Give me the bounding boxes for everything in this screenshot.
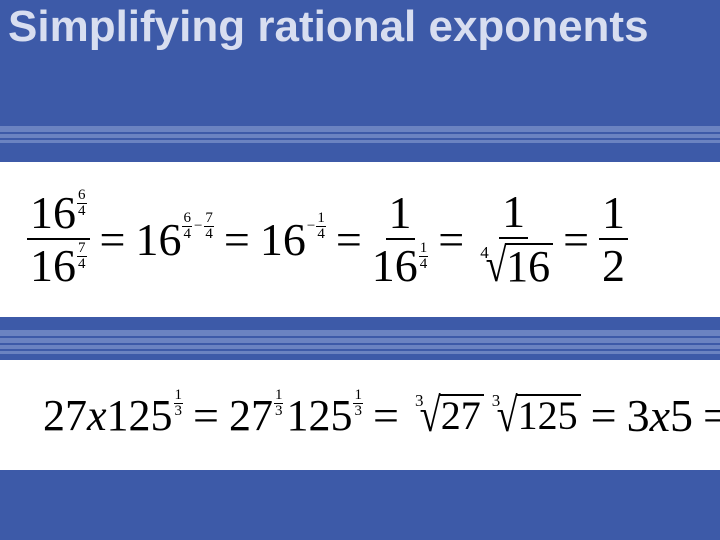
slide: Simplifying rational exponents 16 6 4 16… (0, 0, 720, 540)
r2-step4: 3x5 (627, 389, 693, 442)
slide-title: Simplifying rational exponents (8, 4, 649, 50)
band (0, 345, 720, 349)
band (0, 330, 720, 336)
radical-icon: √ (485, 242, 506, 290)
equation-row-1: 16 6 4 16 7 4 = 16 64 − 74 (0, 162, 720, 317)
radical-icon: √ (497, 388, 518, 443)
r2-step3: 3 √ 27 3 √ 125 (409, 388, 581, 443)
step-2: 16 64 − 74 (135, 213, 213, 266)
lhs-num-base: 16 (30, 190, 76, 236)
equation-row-2: 27x125 13 = 27 13 125 13 = 3 √ 27 (0, 360, 720, 470)
band (0, 351, 720, 354)
step-4: 1 16 14 (372, 190, 429, 289)
band (0, 134, 720, 138)
r2-step2: 27 13 125 13 (229, 390, 363, 441)
band (0, 140, 720, 143)
step-6-answer: 1 2 (599, 190, 628, 289)
lhs-fraction: 16 6 4 16 7 4 (27, 190, 90, 289)
radical-icon: √ (420, 388, 441, 443)
band (0, 338, 720, 343)
step-3: 16 − 14 (260, 213, 326, 266)
band (0, 126, 720, 132)
r2-lhs: 27x125 13 (43, 390, 183, 441)
step-5: 1 4 √ 16 (474, 189, 553, 290)
lhs-den-base: 16 (30, 243, 76, 289)
